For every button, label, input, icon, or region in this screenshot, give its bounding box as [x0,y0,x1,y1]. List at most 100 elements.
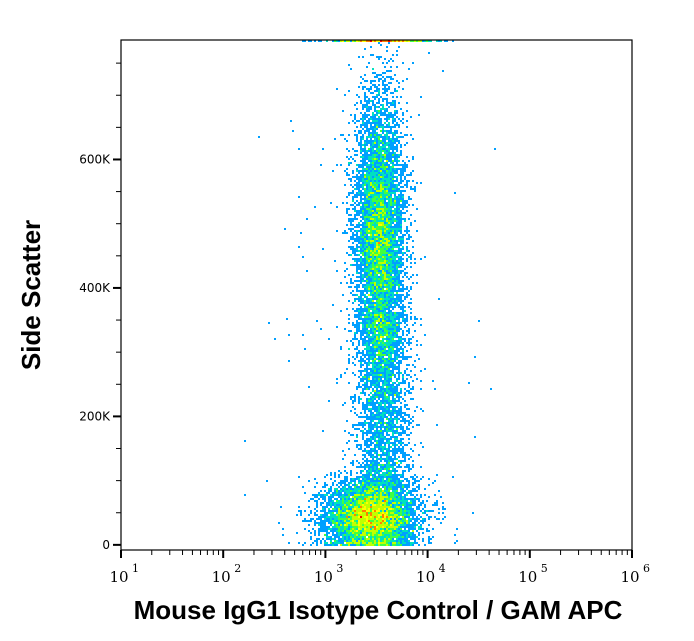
density-dot [396,280,398,282]
density-dot [364,192,366,194]
density-dot [376,522,378,524]
density-dot [380,538,382,540]
density-dot [348,134,350,136]
density-dot [388,192,390,194]
density-dot [388,234,390,236]
density-dot [412,138,414,140]
density-dot [310,512,312,514]
density-dot [372,206,374,208]
density-dot [390,290,392,292]
density-dot [368,160,370,162]
density-dot [372,328,374,330]
density-dot [376,506,378,508]
density-dot [388,238,390,240]
density-dot [372,120,374,122]
density-dot [380,212,382,214]
density-dot [430,516,432,518]
density-dot [358,490,360,492]
density-dot [406,246,408,248]
density-dot [296,514,298,516]
density-dot [386,94,388,96]
density-dot [372,408,374,410]
density-dot [390,226,392,228]
density-dot [364,374,366,376]
density-dot [392,162,394,164]
density-dot [392,132,394,134]
density-dot [376,436,378,438]
density-dot [380,150,382,152]
density-dot [398,532,400,534]
density-dot [378,528,380,530]
density-dot [390,362,392,364]
density-dot [406,374,408,376]
density-dot [410,256,412,258]
density-dot [336,492,338,494]
density-dot [388,426,390,428]
density-dot [304,492,306,494]
density-dot [360,262,362,264]
density-dot [344,232,346,234]
density-dot [356,478,358,480]
density-dot [372,150,374,152]
density-dot [384,86,386,88]
density-dot [394,210,396,212]
density-dot [404,340,406,342]
density-dot [360,306,362,308]
density-dot [394,160,396,162]
density-dot [408,512,410,514]
density-dot [378,250,380,252]
density-dot [402,242,404,244]
density-dot [380,208,382,210]
density-dot [370,80,372,82]
density-dot [324,512,326,514]
density-dot [394,480,396,482]
density-dot [394,242,396,244]
density-dot [378,40,380,42]
density-dot [324,484,326,486]
density-dot [358,186,360,188]
density-dot [420,502,422,504]
density-dot [366,110,368,112]
density-dot [406,184,408,186]
density-dot [376,136,378,138]
density-dot [376,268,378,270]
density-dot [382,370,384,372]
density-dot [392,406,394,408]
density-dot [354,150,356,152]
density-dot [370,174,372,176]
density-dot [352,356,354,358]
density-dot [374,294,376,296]
density-dot [418,498,420,500]
density-dot [368,106,370,108]
density-dot [386,380,388,382]
density-dot [382,516,384,518]
density-dot [400,290,402,292]
density-dot [412,482,414,484]
density-dot [378,238,380,240]
density-dot [400,528,402,530]
density-dot [336,506,338,508]
density-dot [396,168,398,170]
density-dot [328,522,330,524]
density-dot [390,520,392,522]
density-dot [408,234,410,236]
density-dot [376,190,378,192]
density-dot [362,164,364,166]
density-dot [314,478,316,480]
density-dot [442,502,444,504]
density-dot [384,196,386,198]
density-dot [388,236,390,238]
density-dot [362,114,364,116]
density-dot [344,544,346,546]
density-dot [364,320,366,322]
density-dot [360,196,362,198]
density-dot [370,298,372,300]
density-dot [392,248,394,250]
density-dot [356,258,358,260]
density-dot [408,498,410,500]
density-dot [334,492,336,494]
density-dot [350,472,352,474]
density-dot [348,228,350,230]
density-dot [342,530,344,532]
density-dot [342,516,344,518]
